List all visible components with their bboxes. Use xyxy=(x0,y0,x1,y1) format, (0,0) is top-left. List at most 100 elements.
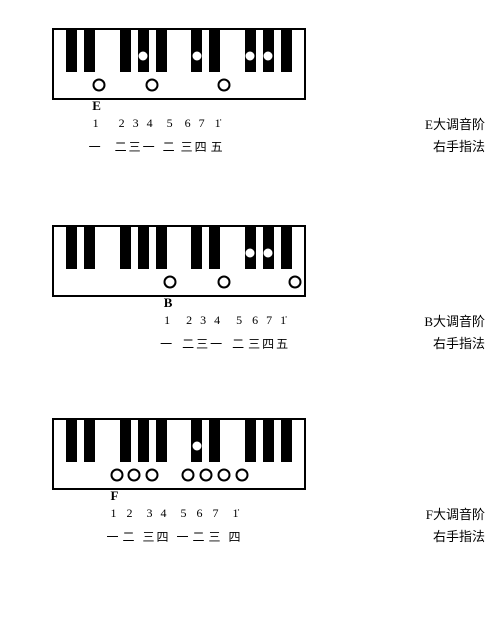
black-key xyxy=(120,227,131,269)
black-key xyxy=(84,420,95,462)
black-key xyxy=(156,227,167,269)
scale-name-label: E大调音阶 xyxy=(395,114,485,133)
scale-diagram: B12345671̇一二三一二三四五 xyxy=(52,225,306,297)
note-marker-white xyxy=(235,469,248,482)
finger-number: 五 xyxy=(211,138,224,155)
scale-degree: 2 xyxy=(186,313,192,328)
scale-name-label: F大调音阶 xyxy=(395,504,485,523)
black-key xyxy=(156,420,167,462)
finger-number: 四 xyxy=(157,528,170,545)
black-key xyxy=(191,227,202,269)
scale-degree: 1̇ xyxy=(215,116,221,131)
note-marker-white xyxy=(164,276,177,289)
black-key xyxy=(66,420,77,462)
finger-number: 二 xyxy=(115,138,128,155)
finger-number: 三 xyxy=(181,138,194,155)
scale-diagram: F12345671̇一二三四一二三四 xyxy=(52,418,306,490)
scale-degree: 4 xyxy=(161,506,167,521)
keyboard xyxy=(52,418,306,490)
black-key xyxy=(209,227,220,269)
finger-number: 一 xyxy=(177,528,190,545)
note-marker-black xyxy=(264,249,273,258)
hand-fingering-label: 右手指法 xyxy=(395,136,485,155)
note-marker-white xyxy=(217,276,230,289)
keyboard xyxy=(52,28,306,100)
scale-degree: 6 xyxy=(252,313,258,328)
finger-number: 二 xyxy=(232,335,245,352)
black-key xyxy=(84,30,95,72)
black-key xyxy=(281,420,292,462)
note-marker-black xyxy=(246,249,255,258)
finger-number: 二 xyxy=(182,335,195,352)
note-marker-white xyxy=(146,469,159,482)
black-key xyxy=(120,30,131,72)
black-key xyxy=(156,30,167,72)
finger-number: 二 xyxy=(193,528,206,545)
finger-number: 四 xyxy=(229,528,242,545)
scale-degree: 5 xyxy=(236,313,242,328)
note-marker-white xyxy=(217,469,230,482)
finger-number: 三 xyxy=(248,335,261,352)
finger-number: 四 xyxy=(262,335,275,352)
note-marker-black xyxy=(139,52,148,61)
hand-fingering-label: 右手指法 xyxy=(395,526,485,545)
scale-degree: 1 xyxy=(111,506,117,521)
black-key xyxy=(209,30,220,72)
note-marker-black xyxy=(192,52,201,61)
finger-number: 三 xyxy=(196,335,209,352)
scale-degree: 1̇ xyxy=(280,313,286,328)
scale-degree: 7 xyxy=(266,313,272,328)
finger-number: 三 xyxy=(143,528,156,545)
scale-diagram: E12345671̇一二三一二三四五 xyxy=(52,28,306,100)
note-marker-white xyxy=(199,469,212,482)
black-key xyxy=(281,227,292,269)
black-key xyxy=(263,420,274,462)
scale-degree: 7 xyxy=(199,116,205,131)
scale-name-label: B大调音阶 xyxy=(395,311,485,330)
black-key xyxy=(66,227,77,269)
note-marker-white xyxy=(146,79,159,92)
black-key xyxy=(138,227,149,269)
scale-degree: 1 xyxy=(164,313,170,328)
finger-number: 三 xyxy=(129,138,142,155)
note-marker-white xyxy=(92,79,105,92)
root-note-label: B xyxy=(164,295,173,311)
scale-degree: 3 xyxy=(200,313,206,328)
hand-fingering-label: 右手指法 xyxy=(395,333,485,352)
note-marker-black xyxy=(264,52,273,61)
note-marker-white xyxy=(110,469,123,482)
scale-degree: 4 xyxy=(147,116,153,131)
note-marker-white xyxy=(128,469,141,482)
black-key xyxy=(84,227,95,269)
scale-degree: 2 xyxy=(119,116,125,131)
note-marker-white xyxy=(217,79,230,92)
scale-degree: 1̇ xyxy=(233,506,239,521)
note-marker-white xyxy=(181,469,194,482)
root-note-label: F xyxy=(111,488,119,504)
scale-degree: 2 xyxy=(127,506,133,521)
scale-degree: 5 xyxy=(167,116,173,131)
keyboard xyxy=(52,225,306,297)
root-note-label: E xyxy=(92,98,101,114)
finger-number: 一 xyxy=(89,138,102,155)
note-marker-black xyxy=(192,442,201,451)
scale-degree: 4 xyxy=(214,313,220,328)
black-key xyxy=(245,420,256,462)
finger-number: 一 xyxy=(160,335,173,352)
scale-degree: 6 xyxy=(197,506,203,521)
black-key xyxy=(138,420,149,462)
finger-number: 三 xyxy=(209,528,222,545)
finger-number: 一 xyxy=(210,335,223,352)
black-key xyxy=(209,420,220,462)
scale-degree: 3 xyxy=(147,506,153,521)
scale-degree: 6 xyxy=(185,116,191,131)
finger-number: 一 xyxy=(107,528,120,545)
scale-degree: 7 xyxy=(213,506,219,521)
scale-degree: 1 xyxy=(93,116,99,131)
finger-number: 五 xyxy=(276,335,289,352)
finger-number: 四 xyxy=(195,138,208,155)
scale-degree: 5 xyxy=(181,506,187,521)
finger-number: 一 xyxy=(143,138,156,155)
black-key xyxy=(281,30,292,72)
finger-number: 二 xyxy=(123,528,136,545)
